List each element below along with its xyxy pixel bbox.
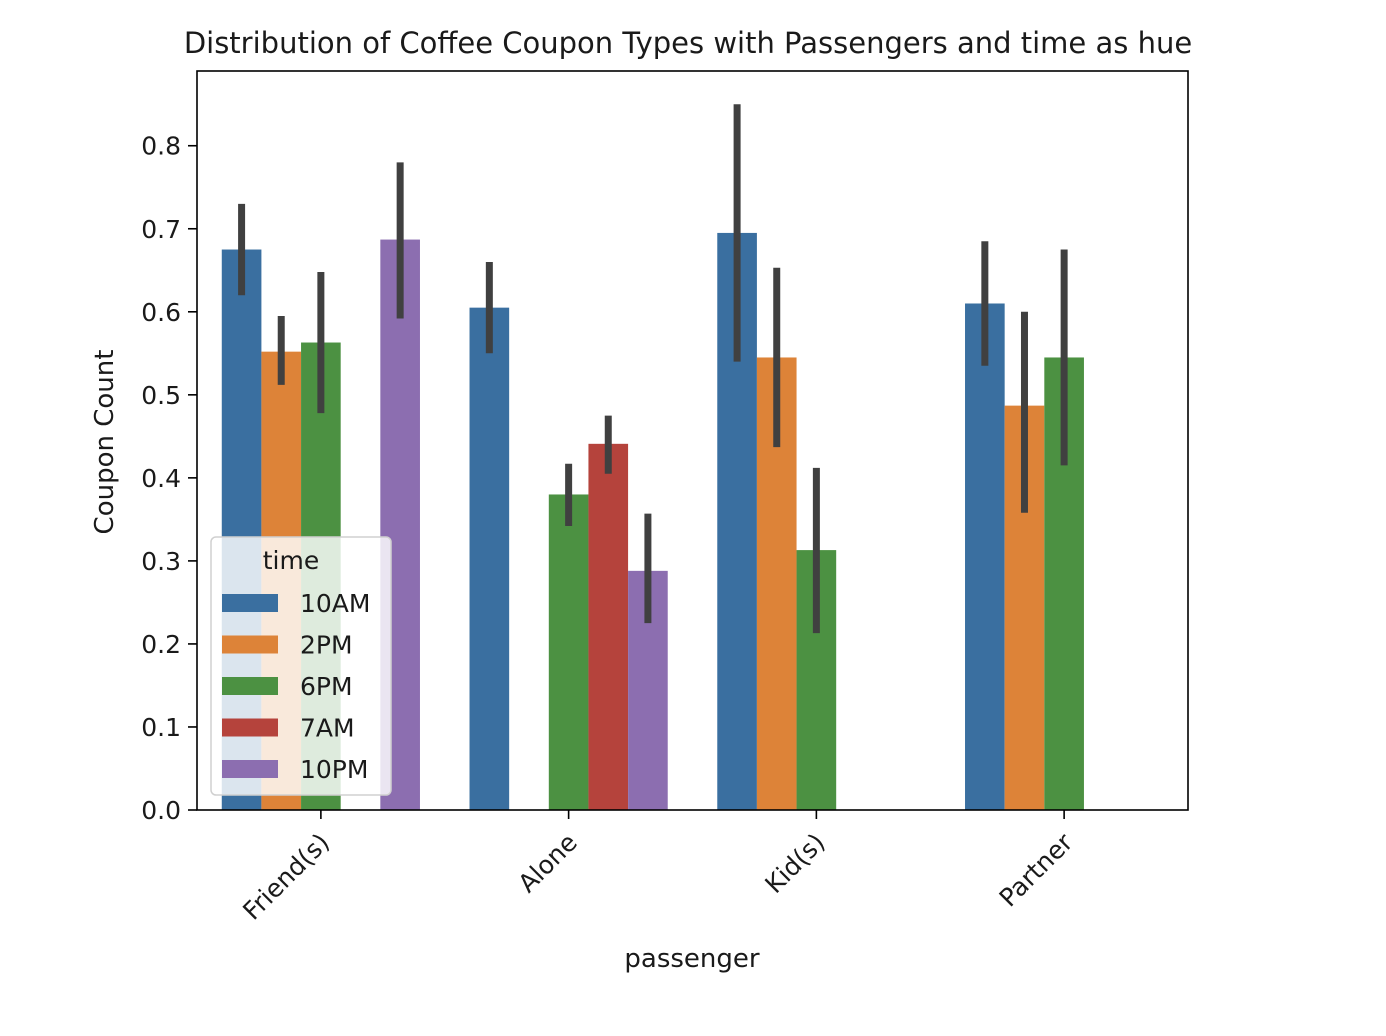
- y-axis-label: Coupon Count: [90, 350, 120, 535]
- legend-swatch-6pm: [222, 677, 278, 695]
- legend-swatch-10pm: [222, 760, 278, 778]
- legend-label-2pm: 2PM: [300, 631, 353, 660]
- chart-title: Distribution of Coffee Coupon Types with…: [184, 26, 1192, 60]
- y-tick-label: 0.8: [141, 132, 181, 161]
- y-tick-label: 0.4: [141, 464, 181, 493]
- x-axis-label: passenger: [624, 944, 760, 974]
- axes-frame: [196, 70, 1189, 811]
- y-tick-label: 0.1: [141, 713, 181, 742]
- legend: time 10AM 2PM 6PM 7AM 10PM: [210, 536, 392, 796]
- bar-6pm-alone: [548, 494, 589, 810]
- bars-group: [221, 232, 1084, 811]
- legend-swatch-10am: [222, 594, 278, 612]
- legend-label-10pm: 10PM: [300, 755, 368, 784]
- bar-10am-alone: [469, 307, 510, 810]
- y-axis: 0.0 0.1 0.2 0.3 0.4 0.5 0.6 0.7 0.8: [141, 132, 197, 825]
- legend-label-7am: 7AM: [300, 714, 355, 743]
- legend-title: time: [263, 546, 319, 575]
- y-tick-label: 0.5: [141, 381, 181, 410]
- bar-10am-partner: [965, 303, 1005, 810]
- y-tick-label: 0.6: [141, 298, 181, 327]
- errorbars-group: [238, 104, 1068, 634]
- legend-swatch-7am: [222, 718, 278, 737]
- legend-swatch-2pm: [222, 635, 278, 654]
- y-tick-label: 0.3: [141, 547, 181, 576]
- legend-label-6pm: 6PM: [300, 672, 353, 701]
- y-tick-label: 0.0: [141, 796, 181, 825]
- y-tick-label: 0.7: [141, 215, 181, 244]
- bar-7am-alone: [588, 443, 629, 810]
- y-tick-label: 0.2: [141, 630, 181, 659]
- legend-label-10am: 10AM: [300, 589, 370, 618]
